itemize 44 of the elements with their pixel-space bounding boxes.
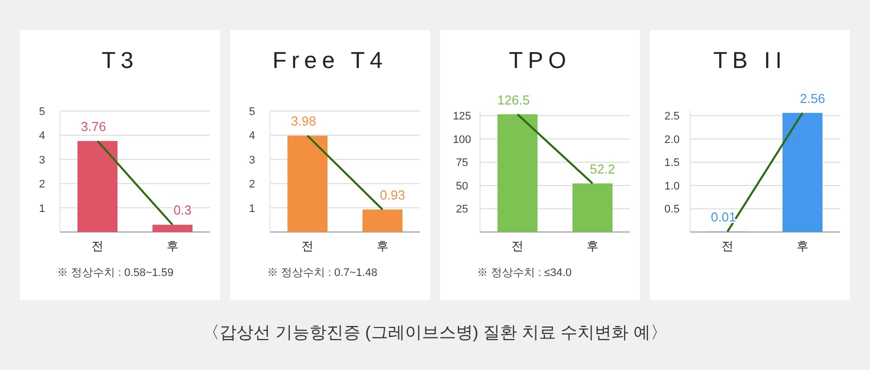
y-tick-label: 100: [452, 134, 472, 146]
y-tick-label: 2: [38, 178, 46, 191]
data-label: 3.76: [80, 119, 106, 134]
chart-title: TB II: [713, 47, 787, 73]
x-tick-label: 전: [512, 239, 524, 253]
data-label: 3.98: [290, 114, 316, 129]
y-tick-label: 25: [456, 204, 468, 216]
y-tick-label: 2: [248, 178, 256, 191]
text: 〈갑상선 기능항진증 (그레이브스병) 질환 치료 수치변화 예〉: [202, 323, 668, 342]
x-tick-label: 전: [92, 239, 104, 253]
y-tick-label: 2.0: [664, 134, 680, 146]
y-tick-label: 1: [248, 202, 256, 215]
data-label: 52.2: [590, 161, 616, 176]
data-label: 126.5: [497, 92, 530, 108]
y-tick-label: 4: [248, 130, 256, 142]
y-tick-label: 5: [38, 106, 46, 118]
text: ※ 정상수치 : 0.58~1.59: [57, 267, 174, 279]
x-tick-label: 후: [166, 239, 178, 253]
y-tick-label: 50: [456, 180, 468, 192]
text: ※ 정상수치 : ≤34.0: [477, 267, 572, 279]
y-tick-label: 125: [452, 110, 472, 123]
chart-title: TPO: [508, 47, 572, 73]
chart-title: Free T4: [272, 47, 388, 73]
text: ※ 정상수치 : 0.7~1.48: [267, 267, 378, 279]
y-tick-label: 1.0: [664, 180, 680, 192]
data-label: 0.01: [710, 210, 736, 225]
x-tick-label: 전: [302, 239, 314, 253]
x-tick-label: 후: [796, 239, 808, 253]
data-label: 2.56: [800, 90, 826, 106]
y-tick-label: 3: [38, 154, 46, 166]
data-label: 0.3: [173, 202, 192, 218]
y-tick-label: 4: [38, 130, 46, 142]
data-label: 0.93: [380, 187, 406, 202]
y-tick-label: 2.5: [664, 110, 680, 123]
y-tick-label: 1: [38, 202, 46, 215]
y-tick-label: 0.5: [664, 204, 680, 216]
x-tick-label: 후: [586, 239, 598, 253]
x-tick-label: 전: [722, 239, 734, 253]
y-tick-label: 3: [248, 154, 256, 166]
chart-title: T3: [102, 47, 138, 73]
y-tick-label: 75: [456, 157, 468, 170]
y-tick-label: 1.5: [664, 157, 680, 170]
x-tick-label: 후: [376, 239, 388, 253]
y-tick-label: 5: [248, 106, 256, 118]
